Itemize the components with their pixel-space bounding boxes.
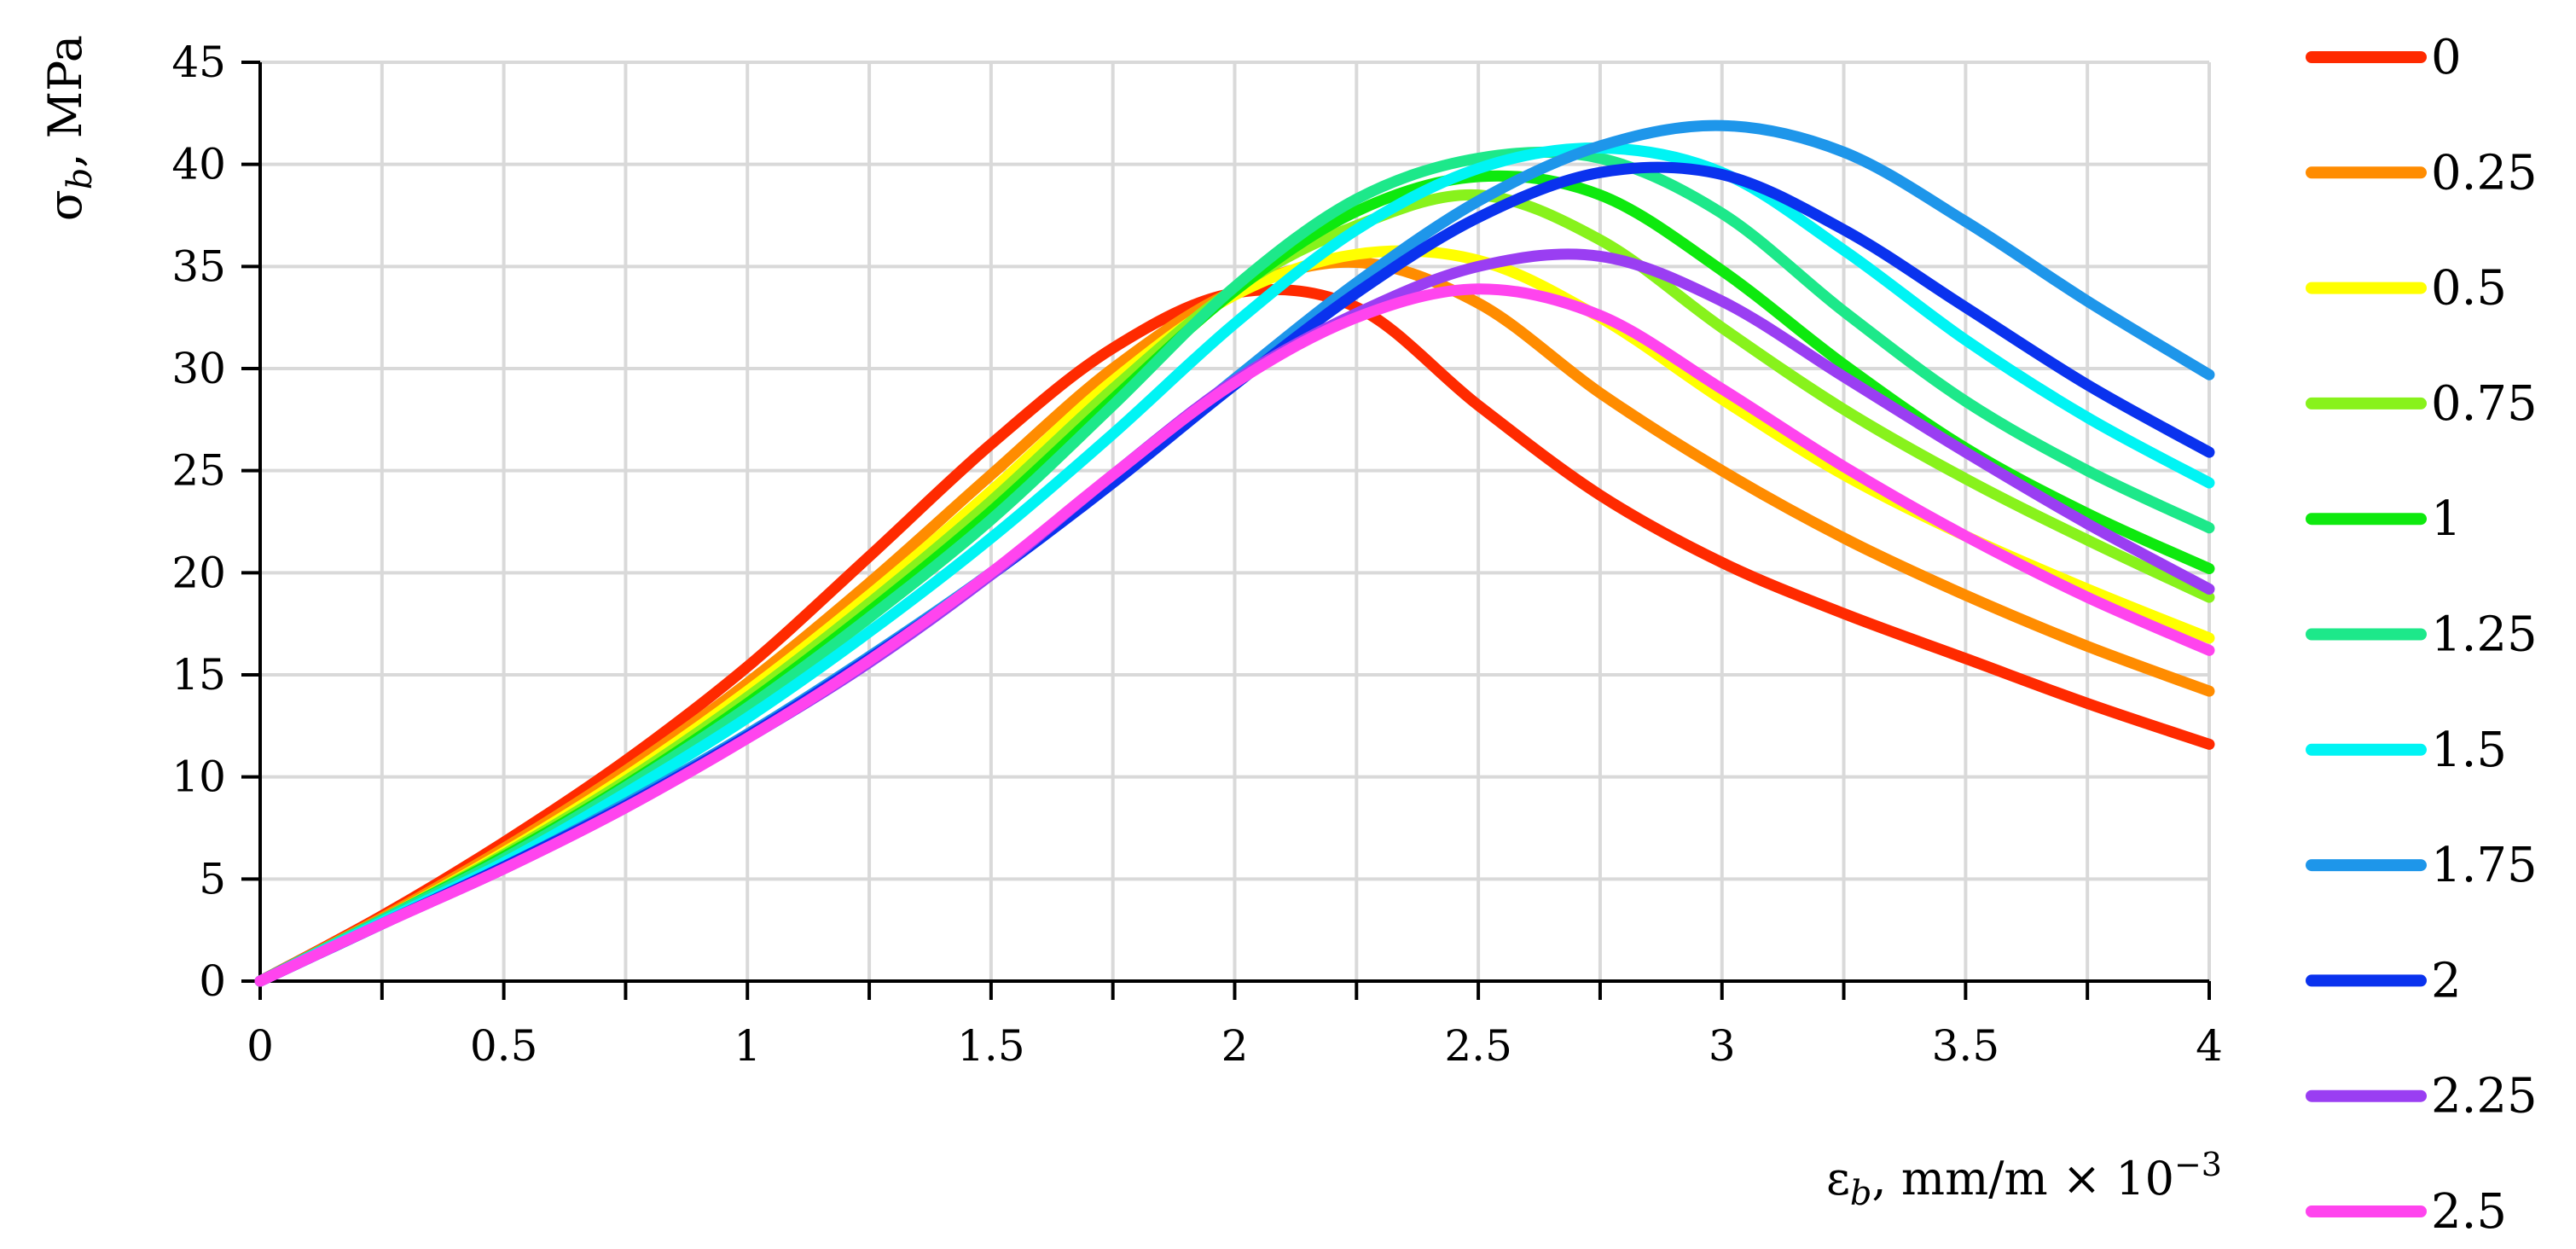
legend-label: 0.75 — [2431, 376, 2538, 432]
x-axis-title-unit: , mm/m × 10 — [1872, 1152, 2174, 1205]
y-tick-label: 35 — [171, 241, 226, 291]
x-tick-label: 3.5 — [1932, 1021, 2000, 1071]
x-tick-label: 0 — [247, 1021, 274, 1071]
legend-label: 1 — [2431, 491, 2462, 547]
y-tick-label: 10 — [171, 752, 226, 802]
legend-item-0-75: 0.75 — [2306, 376, 2538, 432]
y-axis-title-symbol: σ — [38, 189, 92, 221]
y-tick-label: 15 — [171, 650, 226, 700]
legend-item-2-5: 2.5 — [2306, 1184, 2507, 1240]
legend-item-0-25: 0.25 — [2306, 145, 2538, 200]
series-line-2-5 — [254, 283, 2215, 987]
axes: 0 5 10 15 20 25 30 35 40 45 0 0.5 1 1.5 2 2.5 3 3.5 4 — [171, 38, 2223, 1071]
legend-item-1-75: 1.75 — [2306, 838, 2538, 893]
x-tick-label: 4 — [2196, 1021, 2223, 1071]
svg-text:εb, mm/m × 10−3: εb, mm/m × 10−3 — [1826, 1146, 2222, 1213]
y-axis-title-unit: , MPa — [38, 35, 92, 168]
legend-label: 1.75 — [2431, 838, 2538, 893]
y-tick-label: 25 — [171, 446, 226, 496]
legend-label: 2.25 — [2431, 1069, 2538, 1124]
series-line-1-5 — [254, 142, 2215, 987]
x-axis-title: εb, mm/m × 10−3 — [1826, 1146, 2222, 1213]
y-tick-label: 0 — [199, 956, 226, 1006]
legend-item-0-5: 0.5 — [2306, 261, 2507, 317]
y-tick-label: 30 — [171, 344, 226, 393]
legend-item-1: 1 — [2306, 491, 2462, 547]
x-axis-title-exponent: −3 — [2174, 1146, 2222, 1183]
y-tick-label: 45 — [171, 38, 226, 87]
x-tick-label: 3 — [1709, 1021, 1736, 1071]
legend-item-2: 2 — [2306, 953, 2462, 1008]
y-tick-label: 20 — [171, 548, 226, 597]
legend-label: 1.5 — [2431, 723, 2507, 778]
y-tick-label: 40 — [171, 140, 226, 189]
y-axis-title: σb, MPa — [38, 35, 100, 221]
svg-text:σb, MPa: σb, MPa — [38, 35, 100, 221]
y-tick-label: 5 — [199, 854, 226, 903]
x-axis-title-subscript: b — [1850, 1174, 1872, 1213]
legend-label: 0 — [2431, 30, 2462, 85]
legend-item-1-25: 1.25 — [2306, 607, 2538, 663]
series-layer — [254, 119, 2215, 987]
x-tick-label: 0.5 — [470, 1021, 538, 1071]
x-tick-label: 1 — [734, 1021, 761, 1071]
legend: 0 0.25 0.5 0.75 1 1.25 1.5 1.75 2 2.25 2.5 — [2306, 30, 2538, 1240]
legend-label: 1.25 — [2431, 607, 2538, 663]
legend-item-1-5: 1.5 — [2306, 723, 2507, 778]
y-axis-title-subscript: b — [61, 168, 100, 190]
legend-label: 2 — [2431, 953, 2462, 1008]
legend-label: 0.25 — [2431, 145, 2538, 200]
x-tick-label: 2.5 — [1444, 1021, 1512, 1071]
legend-label: 2.5 — [2431, 1184, 2507, 1240]
legend-item-0: 0 — [2306, 30, 2462, 85]
x-tick-label: 2 — [1221, 1021, 1249, 1071]
x-tick-label: 1.5 — [957, 1021, 1025, 1071]
x-axis-title-symbol: ε — [1826, 1152, 1850, 1205]
legend-item-2-25: 2.25 — [2306, 1069, 2538, 1124]
legend-label: 0.5 — [2431, 261, 2507, 317]
